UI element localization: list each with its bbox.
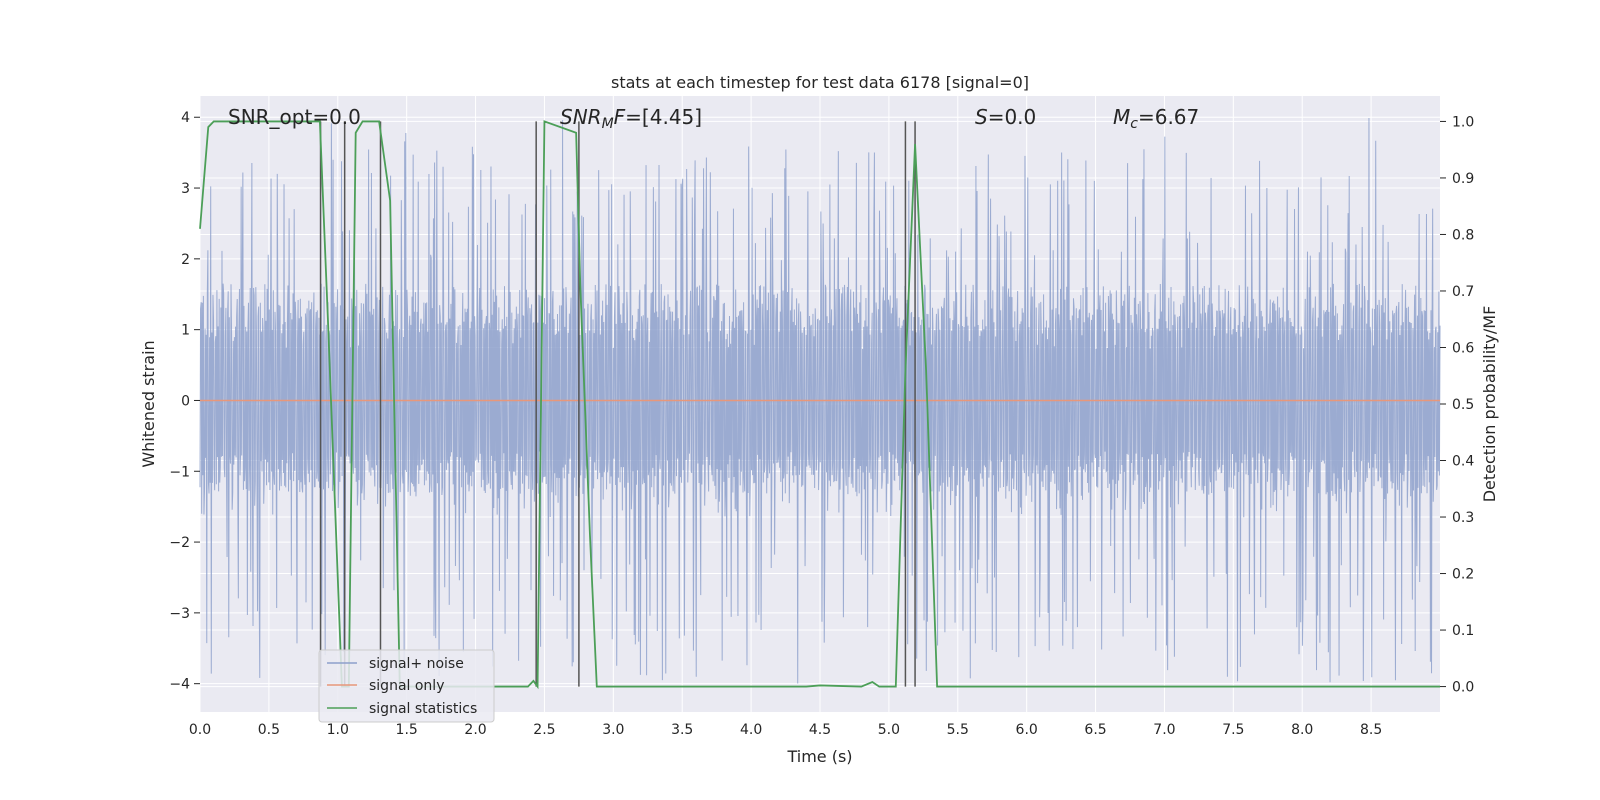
y-axis-label: Whitened strain <box>139 340 158 467</box>
y2-tick-label: 0.7 <box>1452 284 1474 300</box>
legend-label-signal-only: signal only <box>369 678 444 694</box>
y-tick-label: 3 <box>181 181 190 197</box>
y2-tick-label: 0.2 <box>1452 567 1474 583</box>
x-tick-label: 5.0 <box>878 722 900 738</box>
x-tick-label: 7.5 <box>1222 722 1244 738</box>
snr-mf-symbol: SNR <box>560 105 602 129</box>
x-tick-label: 6.5 <box>1084 722 1106 738</box>
y-tick-label: −2 <box>169 535 190 551</box>
x-tick-label: 8.5 <box>1360 722 1382 738</box>
y2-tick-label: 0.9 <box>1452 171 1474 187</box>
y-tick-label: 1 <box>181 323 190 339</box>
y2-tick-label: 0.1 <box>1452 623 1474 639</box>
x-tick-label: 6.0 <box>1016 722 1038 738</box>
x-tick-label: 1.0 <box>327 722 349 738</box>
y-tick-label: −1 <box>169 464 190 480</box>
x-tick-label: 4.5 <box>809 722 831 738</box>
mc-symbol: M <box>1113 105 1130 129</box>
x-tick-label: 5.5 <box>947 722 969 738</box>
x-tick-label: 7.0 <box>1153 722 1175 738</box>
y2-axis-label: Detection probability/MF <box>1480 306 1499 503</box>
y-tick-label: 2 <box>181 252 190 268</box>
snr-mf-tail: F <box>614 105 626 129</box>
x-tick-labels: 0.0 0.5 1.0 1.5 2.0 2.5 3.0 3.5 4.0 4.5 5.0 5.5 6.0 6… <box>189 722 1382 738</box>
x-tick-label: 8.0 <box>1291 722 1313 738</box>
y2-tick-label: 0.0 <box>1452 680 1474 696</box>
annotation-s: S=0.0 <box>975 105 1036 129</box>
y2-tick-labels: 1.0 0.9 0.8 0.7 0.6 0.5 0.4 0.3 0.2 0.1 0.0 <box>1440 114 1474 696</box>
x-tick-label: 2.5 <box>533 722 555 738</box>
legend: signal+ noise signal only signal statist… <box>318 649 495 723</box>
annotation-snr-opt: SNR_opt=0.0 <box>228 105 361 129</box>
mc-value: =6.67 <box>1138 105 1199 129</box>
legend-box <box>318 649 495 723</box>
x-tick-label: 1.5 <box>396 722 418 738</box>
x-tick-label: 3.0 <box>602 722 624 738</box>
annotation-snr-mf: SNRMF=[4.45] <box>560 105 702 132</box>
annotation-mc: Mc=6.67 <box>1113 105 1199 132</box>
chart-title: stats at each timestep for test data 617… <box>611 73 1029 92</box>
y-tick-label: −4 <box>169 677 190 693</box>
x-tick-label: 4.0 <box>740 722 762 738</box>
y-tick-labels: 4 3 2 1 0 −1 −2 −3 −4 <box>169 110 200 693</box>
s-symbol: S <box>975 105 988 129</box>
x-axis-label: Time (s) <box>786 747 852 766</box>
y2-tick-label: 0.3 <box>1452 510 1474 526</box>
snr-mf-value: =[4.45] <box>625 105 702 129</box>
x-tick-label: 0.5 <box>258 722 280 738</box>
legend-label-statistics: signal statistics <box>369 701 477 717</box>
y2-tick-label: 0.5 <box>1452 397 1474 413</box>
y2-tick-label: 0.4 <box>1452 454 1474 470</box>
y-tick-label: −3 <box>169 606 190 622</box>
x-tick-label: 2.0 <box>464 722 486 738</box>
s-value: =0.0 <box>988 105 1037 129</box>
noise-series <box>199 117 1441 684</box>
legend-label-noise: signal+ noise <box>369 656 464 672</box>
y2-tick-label: 0.8 <box>1452 227 1474 243</box>
y-tick-label: 0 <box>181 393 190 409</box>
x-tick-label: 0.0 <box>189 722 211 738</box>
snr-mf-subscript: M <box>602 116 614 132</box>
y2-tick-label: 1.0 <box>1452 114 1474 130</box>
x-tick-label: 3.5 <box>671 722 693 738</box>
mc-subscript: c <box>1130 116 1138 132</box>
y2-tick-label: 0.6 <box>1452 340 1474 356</box>
noise-trace <box>199 117 1441 684</box>
vertical-markers <box>319 121 916 687</box>
y-tick-label: 4 <box>181 110 190 126</box>
